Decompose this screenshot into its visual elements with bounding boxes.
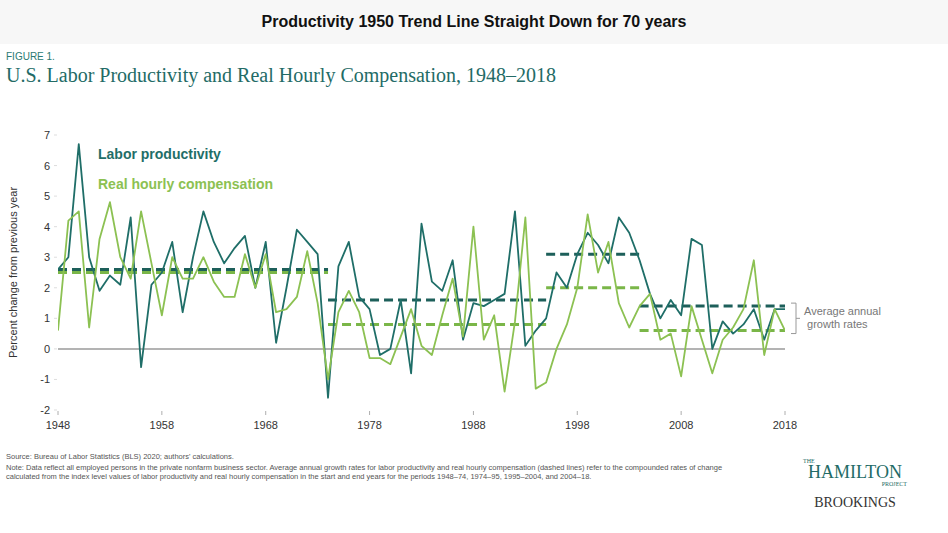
plot-area — [58, 144, 785, 398]
y-tick-label: 1 — [44, 312, 50, 324]
annotation: Average annual growth rates — [804, 305, 881, 330]
chart: Productivity 1950 Trend Line Straight Do… — [0, 0, 948, 533]
average-line — [546, 286, 639, 289]
page: {"chart_data": { "type": "line", "header… — [0, 0, 948, 533]
x-tick — [681, 411, 682, 415]
y-tick-label: -2 — [40, 404, 50, 416]
y-tick — [54, 287, 57, 288]
average-line — [58, 271, 328, 274]
title: U.S. Labor Productivity and Real Hourly … — [6, 64, 556, 87]
y-tick-label: 4 — [44, 221, 50, 233]
x-tick — [785, 411, 786, 415]
logo-org: BROOKINGS — [814, 495, 896, 510]
average-line — [640, 329, 785, 332]
average-line — [546, 253, 639, 256]
x-tick-label: 1978 — [357, 419, 381, 431]
y-tick-label: 0 — [44, 343, 50, 355]
header: Productivity 1950 Trend Line Straight Do… — [261, 13, 686, 30]
x-tick — [265, 411, 266, 415]
y-tick-label: 6 — [44, 160, 50, 172]
y-tick-label: 5 — [44, 190, 50, 202]
y-tick — [54, 379, 57, 380]
annotation-bracket — [791, 303, 800, 333]
y-tick — [54, 135, 57, 136]
average-line — [640, 305, 785, 308]
header-band — [0, 0, 948, 44]
series-line — [58, 202, 785, 391]
zero-line — [58, 348, 785, 350]
y-tick — [54, 226, 57, 227]
y-tick — [54, 318, 57, 319]
x-tick-label: 2018 — [773, 419, 797, 431]
x-tick-label: 1948 — [46, 419, 70, 431]
y-tick-label: 7 — [44, 129, 50, 141]
figure-label: FIGURE 1. — [6, 51, 55, 62]
x-tick-label: 1958 — [150, 419, 174, 431]
note: Note: Data reflect all employed persons … — [6, 463, 736, 481]
x-tick-label: 1968 — [253, 419, 277, 431]
x-tick — [58, 411, 59, 415]
y-tick-label: 3 — [44, 251, 50, 263]
x-tick-label: 1988 — [461, 419, 485, 431]
y-axis-label: Percent change from previous year — [7, 187, 19, 359]
y-tick — [54, 348, 57, 349]
x-tick — [161, 411, 162, 415]
source: Source: Bureau of Labor Statistics (BLS)… — [6, 452, 234, 461]
y-tick — [54, 165, 57, 166]
y-tick-label: -1 — [40, 373, 50, 385]
logo-sub: PROJECT — [882, 481, 908, 487]
x-tick-label: 1998 — [565, 419, 589, 431]
legend-entry: Labor productivity — [98, 146, 221, 162]
y-tick — [54, 257, 57, 258]
legend-entry: Real hourly compensation — [98, 176, 273, 192]
y-tick — [54, 196, 57, 197]
logo-main: HAMILTON — [808, 462, 902, 482]
x-tick-label: 2008 — [669, 419, 693, 431]
x-tick — [577, 411, 578, 415]
y-tick-label: 2 — [44, 282, 50, 294]
average-line — [58, 268, 328, 271]
y-tick — [54, 410, 57, 411]
average-line — [328, 323, 546, 326]
x-tick — [473, 411, 474, 415]
series-line — [58, 144, 785, 398]
x-tick — [369, 411, 370, 415]
